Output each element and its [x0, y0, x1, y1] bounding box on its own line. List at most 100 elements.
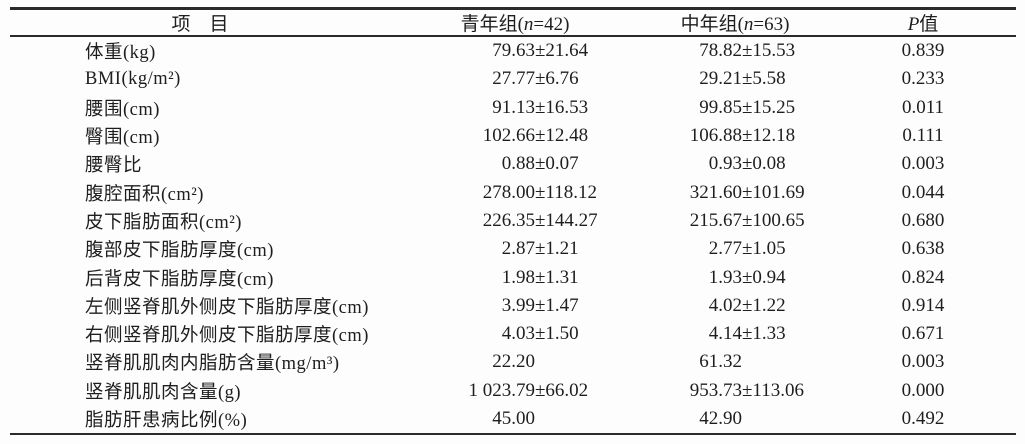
table-row: 竖脊肌肌肉含量(g) 1 023.79 ±66.02 953.73 ±113.06 …	[10, 377, 1016, 405]
group-comparison-table: 项 目 青年组(n=42) 中年组(n=63) P值 体重(kg) 79.63 ±…	[10, 7, 1016, 436]
p-value: 0.000	[901, 379, 945, 401]
table-row: 后背皮下脂肪厚度(cm) 1.98 ±1.31 1.93 ±0.94 0.824	[10, 263, 1016, 291]
row-label: 后背皮下脂肪厚度(cm)	[85, 269, 274, 290]
middle-sd: ±1.05	[742, 238, 786, 260]
row-label: 左侧竖脊肌外侧皮下脂肪厚度(cm)	[85, 297, 369, 318]
column-header-young-group: 青年组(n=42)	[460, 14, 570, 35]
middle-group-value: 4.02 ±1.22	[640, 295, 830, 317]
young-group-value: 2.87 ±1.21	[390, 238, 640, 260]
young-mean: 102.66	[482, 125, 535, 147]
middle-mean: 1.93	[708, 266, 742, 288]
middle-sd: ±5.58	[742, 68, 786, 90]
young-group-value: 102.66 ±12.48	[390, 125, 640, 147]
young-mean: 1 023.79	[468, 379, 536, 401]
young-group-value: 278.00 ±118.12	[390, 182, 640, 204]
young-group-value: 4.03 ±1.50	[390, 323, 640, 345]
middle-sd: ±15.53	[742, 40, 796, 62]
young-group-value: 45.00	[390, 408, 640, 430]
row-label: 右侧竖脊肌外侧皮下脂肪厚度(cm)	[85, 326, 369, 347]
middle-group-value: 321.60 ±101.69	[640, 182, 830, 204]
young-group-value: 91.13 ±16.53	[390, 97, 640, 119]
middle-sd: ±1.22	[742, 294, 786, 316]
column-header-p-value: P值	[907, 14, 939, 35]
middle-sd	[742, 408, 830, 430]
middle-sd: ±0.94	[742, 266, 786, 288]
item-header-label: 项 目	[171, 14, 229, 35]
p-value: 0.111	[902, 125, 944, 147]
table-row: 臀围(cm) 102.66 ±12.48 106.88 ±12.18 0.111	[10, 122, 1016, 150]
middle-group-value: 0.93 ±0.08	[640, 153, 830, 175]
table-row: 腹部皮下脂肪厚度(cm) 2.87 ±1.21 2.77 ±1.05 0.638	[10, 235, 1016, 263]
young-sd: ±1.50	[535, 323, 579, 345]
p-value: 0.824	[901, 266, 945, 288]
middle-group-value: 2.77 ±1.05	[640, 238, 830, 260]
row-label: 腰臀比	[85, 156, 143, 177]
middle-mean: 321.60	[689, 181, 742, 203]
young-mean: 278.00	[482, 181, 535, 203]
p-value: 0.638	[901, 238, 945, 260]
young-sd: ±66.02	[535, 379, 589, 401]
middle-sd: ±100.65	[742, 209, 805, 231]
young-mean: 22.20	[492, 351, 535, 373]
italic-n: n	[743, 14, 754, 35]
row-label: 脂肪肝患病比例(%)	[85, 411, 248, 431]
young-group-value: 1 023.79 ±66.02	[390, 380, 640, 402]
middle-mean: 78.82	[699, 40, 742, 62]
table-row: 腰围(cm) 91.13 ±16.53 99.85 ±15.25 0.011	[10, 94, 1016, 122]
young-sd: ±21.64	[535, 40, 589, 62]
young-sd: ±12.48	[535, 125, 589, 147]
young-sd	[535, 351, 640, 373]
young-sd: ±118.12	[535, 181, 597, 203]
table-body: 体重(kg) 79.63 ±21.64 78.82 ±15.53 0.839 BMI…	[10, 37, 1016, 433]
middle-sd: ±15.25	[742, 96, 796, 118]
young-sd: ±1.31	[535, 266, 579, 288]
middle-mean: 2.77	[708, 238, 742, 260]
middle-group-value: 78.82 ±15.53	[640, 40, 830, 62]
young-sd: ±16.53	[535, 96, 589, 118]
middle-group-value: 215.67 ±100.65	[640, 210, 830, 232]
young-group-value: 3.99 ±1.47	[390, 295, 640, 317]
row-label: 腹腔面积(cm²)	[85, 184, 204, 205]
p-value: 0.003	[901, 351, 945, 373]
p-value: 0.003	[901, 153, 945, 175]
young-mean: 226.35	[482, 209, 535, 231]
young-mean: 91.13	[492, 96, 535, 118]
middle-group-value: 42.90	[640, 408, 830, 430]
row-label: 腹部皮下脂肪厚度(cm)	[85, 241, 274, 262]
middle-group-value: 29.21 ±5.58	[640, 68, 830, 90]
p-value: 0.044	[901, 181, 945, 203]
table-row: 脂肪肝患病比例(%) 45.00 42.90 0.492	[10, 405, 1016, 433]
middle-mean: 953.73	[689, 379, 742, 401]
young-group-value: 1.98 ±1.31	[390, 267, 640, 289]
young-group-value: 22.20	[390, 351, 640, 373]
table-row: 体重(kg) 79.63 ±21.64 78.82 ±15.53 0.839	[10, 37, 1016, 65]
middle-group-value: 1.93 ±0.94	[640, 267, 830, 289]
young-mean: 27.77	[492, 68, 535, 90]
p-value: 0.011	[901, 96, 945, 118]
middle-mean: 61.32	[699, 351, 742, 373]
column-header-middle-group: 中年组(n=63)	[680, 14, 790, 35]
middle-sd: ±0.08	[742, 153, 786, 175]
row-label: 腰围(cm)	[85, 99, 160, 120]
middle-mean: 215.67	[689, 209, 742, 231]
middle-sd: ±101.69	[742, 181, 805, 203]
table-header-row: 项 目 青年组(n=42) 中年组(n=63) P值	[10, 10, 1016, 37]
young-mean: 3.99	[501, 294, 535, 316]
p-value: 0.492	[901, 408, 945, 429]
middle-mean: 99.85	[699, 96, 742, 118]
p-value: 0.671	[901, 323, 945, 345]
middle-group-value: 953.73 ±113.06	[640, 380, 830, 402]
middle-mean: 4.02	[708, 294, 742, 316]
middle-sd: ±113.06	[742, 379, 804, 401]
p-value: 0.680	[901, 209, 945, 231]
middle-group-value: 61.32	[640, 351, 830, 373]
young-mean: 1.98	[501, 266, 535, 288]
young-sd: ±6.76	[535, 68, 579, 90]
young-sd	[535, 408, 640, 430]
young-sd: ±144.27	[535, 209, 598, 231]
middle-mean: 42.90	[699, 408, 742, 429]
row-label: 竖脊肌肌肉含量(g)	[85, 382, 242, 403]
young-group-value: 79.63 ±21.64	[390, 40, 640, 62]
table-row: 腰臀比 0.88 ±0.07 0.93 ±0.08 0.003	[10, 150, 1016, 178]
